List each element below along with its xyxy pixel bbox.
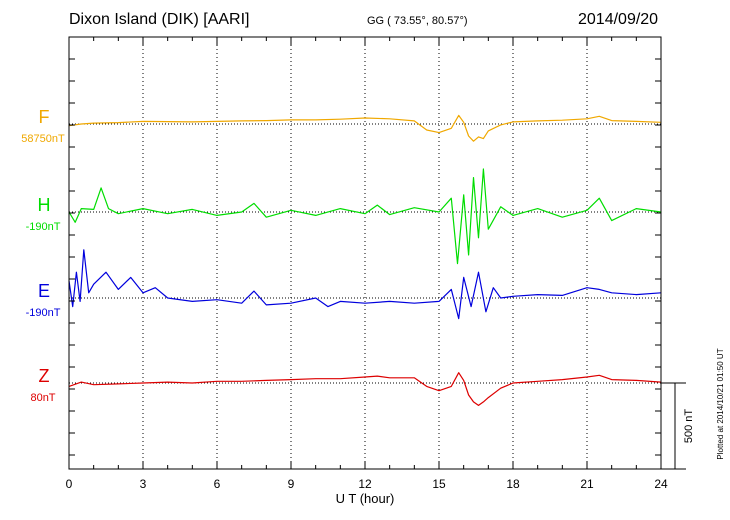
station-title: Dixon Island (DIK) [AARI] (69, 11, 250, 28)
x-tick-labels: 0 3 6 9 12 15 18 21 24 (66, 477, 668, 491)
x-tick-label-18: 18 (506, 477, 520, 491)
series-line-F (68, 114, 662, 142)
series-baseline-value-H: -190nT (26, 221, 61, 233)
x-tick-label-3: 3 (140, 477, 147, 491)
series-name-H: H (38, 195, 51, 215)
series-line-H (68, 168, 662, 265)
scale-bar: 500 nT (661, 382, 695, 470)
series-name-E: E (38, 281, 50, 301)
series-lines (68, 114, 662, 406)
coordinates-label: GG ( 73.55°, 80.57°) (367, 15, 468, 27)
x-tick-label-9: 9 (288, 477, 295, 491)
series-line-Z (68, 372, 662, 406)
x-tick-label-6: 6 (214, 477, 221, 491)
date-label: 2014/09/20 (578, 11, 659, 28)
x-tick-label-12: 12 (358, 477, 372, 491)
grid-lines (142, 37, 588, 469)
series-baseline-value-Z: 80nT (30, 392, 55, 404)
x-axis-label: U T (hour) (336, 491, 395, 506)
series-line-E (68, 249, 662, 320)
series-labels: F 58750nT H -190nT E -190nT Z 80nT (21, 107, 65, 404)
series-name-F: F (39, 107, 50, 127)
x-tick-label-0: 0 (66, 477, 73, 491)
scale-bar-label: 500 nT (683, 409, 695, 444)
series-name-Z: Z (39, 366, 50, 386)
axis-ticks (68, 37, 662, 469)
x-tick-label-21: 21 (580, 477, 594, 491)
series-baseline-value-E: -190nT (26, 307, 61, 319)
x-tick-label-24: 24 (654, 477, 668, 491)
x-tick-label-15: 15 (432, 477, 446, 491)
series-baseline-value-F: 58750nT (21, 133, 65, 145)
plot-timestamp-note: Plotted at 2014/10/21 01:50 UT (716, 348, 725, 459)
